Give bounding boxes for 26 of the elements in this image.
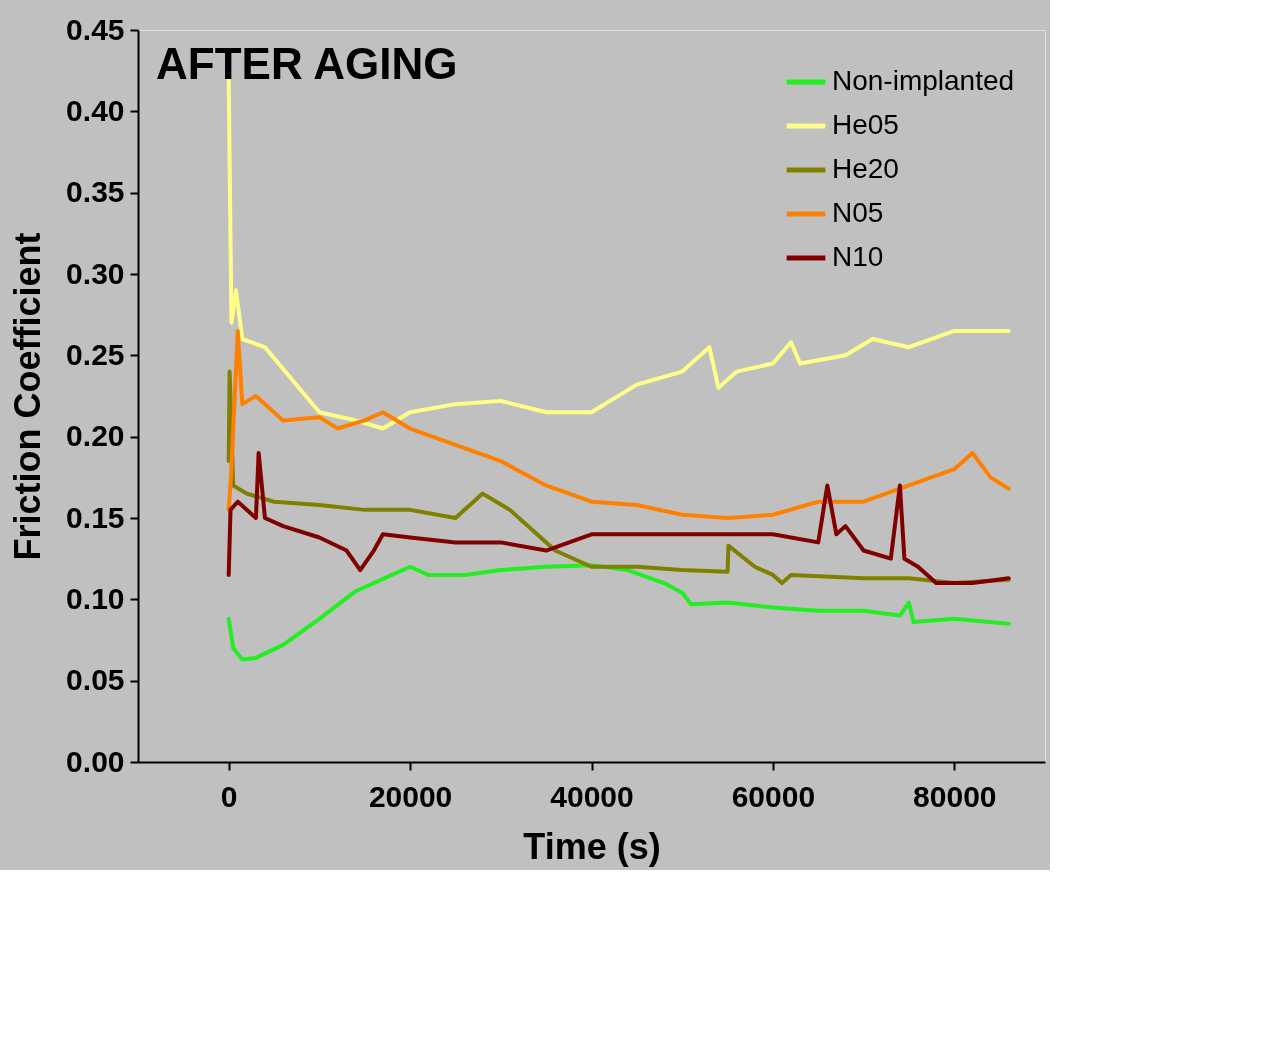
x-tick-label: 20000 xyxy=(368,779,453,813)
x-tick-label: 60000 xyxy=(731,779,816,813)
y-tick-label: 0.35 xyxy=(66,175,125,209)
x-tick-label: 0 xyxy=(220,779,238,813)
x-axis-title: Time (s) xyxy=(523,825,661,867)
y-tick-label: 0.40 xyxy=(66,93,125,127)
line-series xyxy=(226,563,1011,662)
y-tick-label: 0.00 xyxy=(66,744,125,778)
legend-label: He20 xyxy=(832,153,899,184)
annotation: AFTER AGING xyxy=(156,39,458,88)
x-tick-label: 40000 xyxy=(550,779,634,813)
legend-label: N05 xyxy=(832,197,884,228)
y-axis-title: Friction Coefficient xyxy=(7,232,49,561)
line-series xyxy=(226,450,1011,586)
y-tick-label: 0.45 xyxy=(66,12,125,46)
x-tick-label: 80000 xyxy=(913,779,997,813)
y-tick-label: 0.25 xyxy=(66,337,125,371)
y-tick-label: 0.20 xyxy=(66,419,125,453)
y-tick-label: 0.10 xyxy=(66,581,125,615)
y-tick-label: 0.05 xyxy=(66,663,125,697)
legend-label: Non-implanted xyxy=(832,65,1015,96)
legend-label: He05 xyxy=(832,109,899,140)
y-tick-label: 0.15 xyxy=(66,500,125,534)
y-tick-label: 0.30 xyxy=(66,256,125,290)
legend-label: N10 xyxy=(832,241,884,272)
line-series xyxy=(226,328,1011,520)
